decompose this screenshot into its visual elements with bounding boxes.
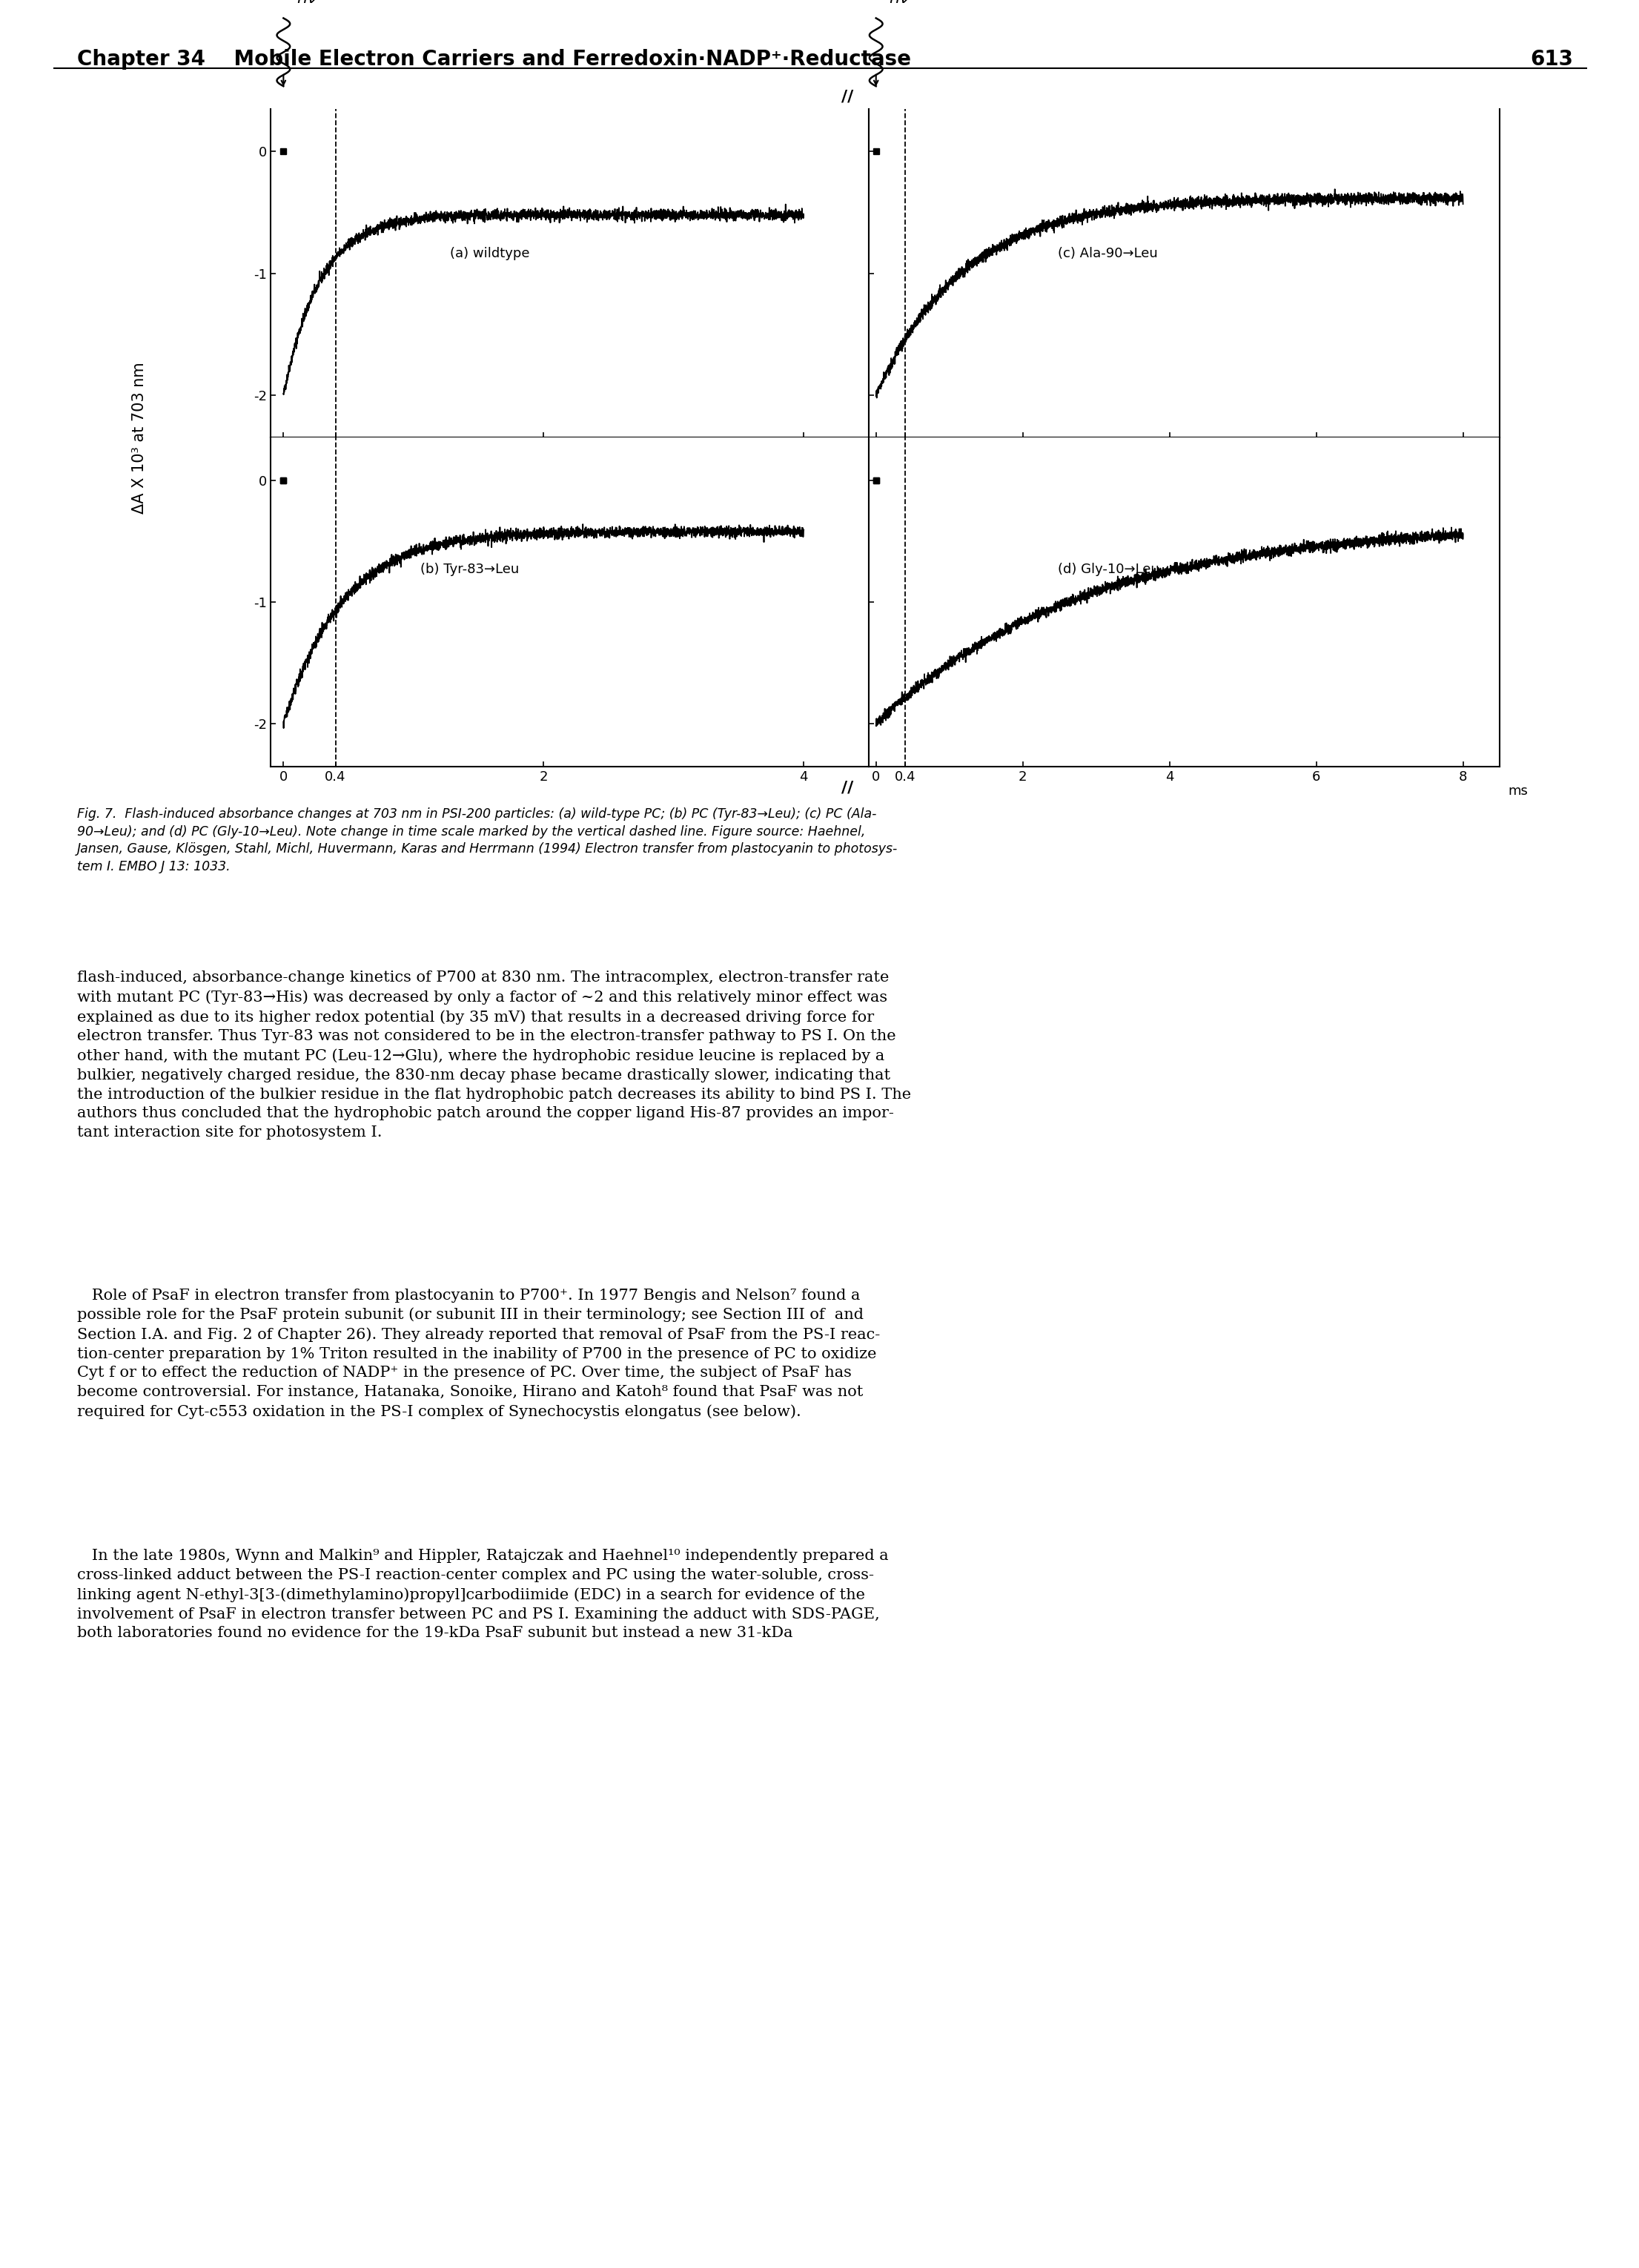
Text: (d) Gly-10→Leu: (d) Gly-10→Leu <box>1059 562 1159 576</box>
Text: (a) wildtype: (a) wildtype <box>449 247 529 261</box>
Text: Fig. 7.  Flash-induced absorbance changes at 703 nm in PSI-200 particles: (a) wi: Fig. 7. Flash-induced absorbance changes… <box>77 807 898 873</box>
Text: //: // <box>841 88 854 104</box>
Text: ms: ms <box>1508 785 1528 798</box>
Text: (c) Ala-90→Leu: (c) Ala-90→Leu <box>1059 247 1157 261</box>
Text: flash-induced, absorbance-change kinetics of P700 at 830 nm. The intracomplex, e: flash-induced, absorbance-change kinetic… <box>77 971 911 1141</box>
Text: $h\nu$: $h\nu$ <box>888 0 910 7</box>
Text: (b) Tyr-83→Leu: (b) Tyr-83→Leu <box>420 562 520 576</box>
Text: $h\nu$: $h\nu$ <box>297 0 318 7</box>
Text: Role of PsaF in electron transfer from plastocyanin to P700⁺. In 1977 Bengis and: Role of PsaF in electron transfer from p… <box>77 1288 880 1420</box>
Text: //: // <box>841 780 854 796</box>
Text: 613: 613 <box>1531 48 1573 70</box>
Text: In the late 1980s, Wynn and Malkin⁹ and Hippler, Ratajczak and Haehnel¹⁰ indepen: In the late 1980s, Wynn and Malkin⁹ and … <box>77 1549 888 1640</box>
Text: Chapter 34    Mobile Electron Carriers and Ferredoxin·NADP⁺·Reductase: Chapter 34 Mobile Electron Carriers and … <box>77 48 911 70</box>
Text: ΔA X 10³ at 703 nm: ΔA X 10³ at 703 nm <box>131 363 148 513</box>
